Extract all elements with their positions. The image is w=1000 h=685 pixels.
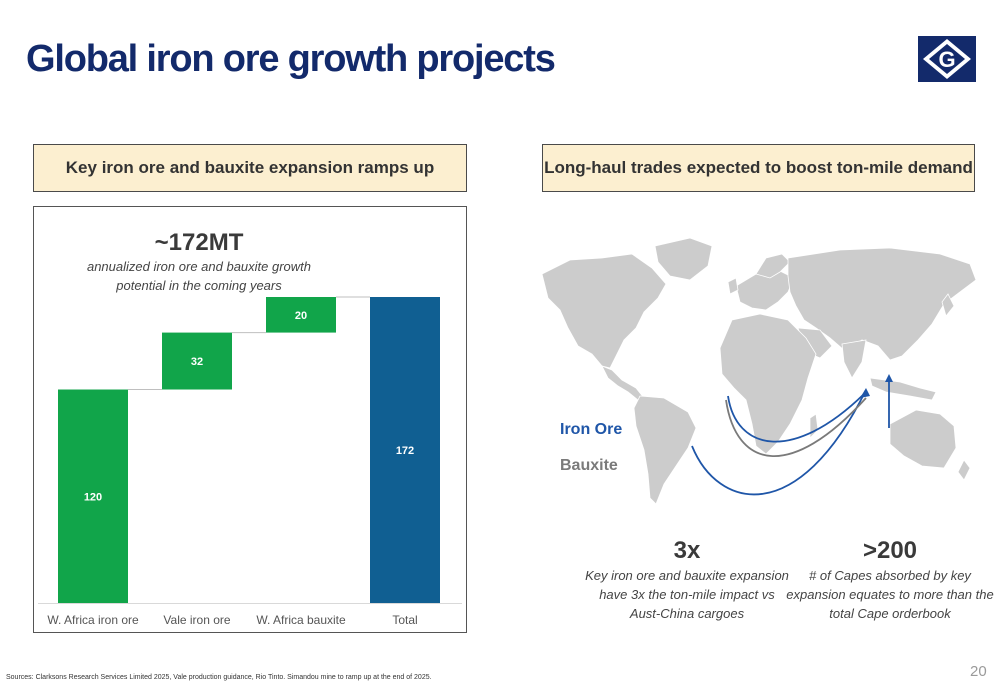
waterfall-chart: 120 W. Africa iron ore 32 Vale iron ore 20 W.… [38, 296, 462, 627]
route-west-africa-bauxite [725, 397, 867, 457]
chart-subtitle-line1: annualized iron ore and bauxite growth [86, 259, 312, 274]
logo-letter: G [938, 47, 955, 72]
bar-value-label: 172 [396, 445, 414, 457]
bar-value-label: 120 [84, 491, 102, 503]
route-arrowheads [860, 374, 893, 398]
stat-3x-line3: Aust-China cargoes [629, 606, 745, 621]
legend-iron-ore: Iron Ore [560, 421, 623, 438]
stat-200-line2: expansion equates to more than the [786, 587, 994, 602]
right-panel-header: Long-haul trades expected to boost ton-m… [542, 144, 975, 192]
bar [162, 332, 232, 390]
category-label: W. Africa bauxite [256, 613, 346, 627]
category-label: Vale iron ore [163, 613, 230, 627]
chart-subtitle-line2: potential in the coming years [116, 278, 282, 293]
page-number: 20 [970, 663, 987, 680]
waterfall-chart-frame: ~172MT annualized iron ore and bauxite g… [33, 206, 467, 633]
stat-200-line1: # of Capes absorbed by key [809, 568, 971, 583]
page-title: Global iron ore growth projects [26, 38, 556, 80]
world-map [541, 237, 977, 505]
stat-3x-line1: Key iron ore and bauxite expansion [585, 568, 789, 583]
legend-bauxite: Bauxite [560, 457, 618, 474]
trade-routes [691, 376, 890, 496]
landmass [541, 237, 977, 505]
bar-value-label: 20 [295, 310, 307, 322]
bar [370, 297, 440, 603]
category-label: W. Africa iron ore [47, 613, 139, 627]
stat-3x-value: 3x [673, 537, 701, 564]
category-label: Total [392, 613, 417, 627]
stat-200-value: >200 [862, 537, 918, 564]
bar [266, 297, 336, 333]
bar-value-label: 32 [191, 356, 203, 368]
big-figure: ~172MT [154, 229, 244, 256]
company-logo: G [918, 36, 976, 82]
sources-footnote: Sources: Clarksons Research Services Lim… [6, 674, 432, 681]
left-panel-header: Key iron ore and bauxite expansion ramps… [33, 144, 467, 192]
route-brazil-china [691, 389, 867, 496]
bar [58, 389, 128, 603]
stat-200-line3: total Cape orderbook [829, 606, 951, 621]
route-west-africa-iron [727, 393, 865, 443]
stat-3x-line2: have 3x the ton-mile impact vs [599, 587, 775, 602]
